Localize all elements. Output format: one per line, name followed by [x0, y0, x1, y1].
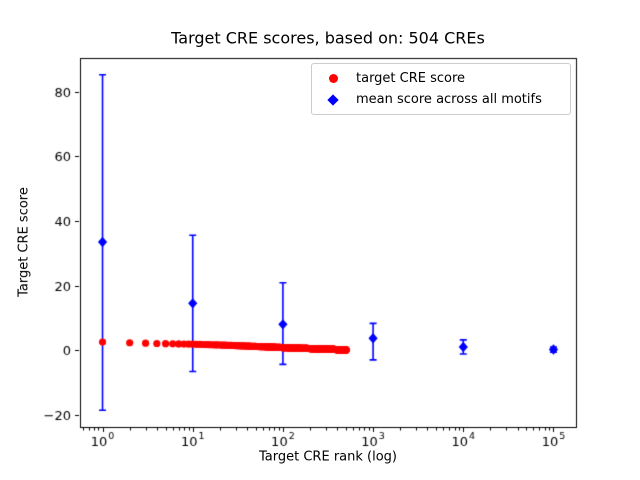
diamond-marker-icon	[327, 93, 339, 106]
legend: target CRE score mean score across all m…	[311, 63, 571, 115]
y-axis-label: Target CRE score	[16, 187, 32, 297]
legend-entry-target-cre-score: target CRE score	[322, 71, 560, 86]
legend-entry-mean-score: mean score across all motifs	[322, 92, 560, 107]
chart-title: Target CRE scores, based on: 504 CREs	[171, 28, 485, 48]
legend-label: mean score across all motifs	[356, 92, 542, 107]
legend-marker-box	[322, 74, 344, 83]
x-axis-label: Target CRE rank (log)	[259, 449, 397, 465]
legend-label: target CRE score	[356, 71, 466, 86]
legend-marker-box	[322, 93, 344, 106]
circle-marker-icon	[328, 74, 338, 83]
